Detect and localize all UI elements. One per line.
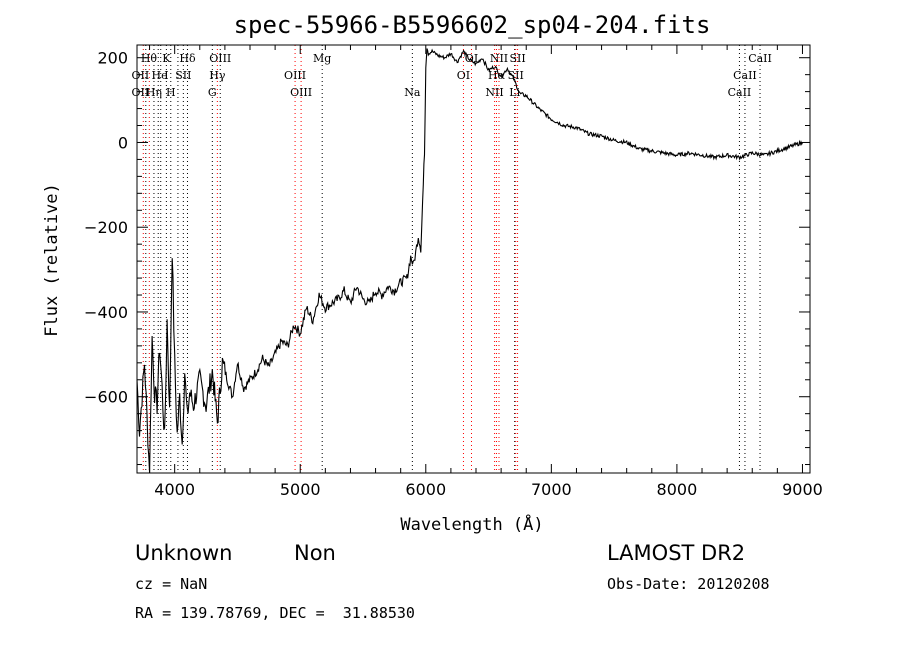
line-label: CaII	[733, 69, 757, 82]
line-label: Hγ	[209, 69, 226, 82]
line-label: G	[208, 86, 217, 99]
x-tick-label: 6000	[405, 480, 446, 499]
line-label: Hα	[488, 69, 506, 82]
redshift-text: cz = NaN	[135, 575, 208, 593]
x-axis-label: Wavelength (Å)	[400, 513, 543, 535]
y-tick-label: 200	[97, 49, 128, 68]
line-label: SII	[509, 52, 525, 65]
y-tick-label: 0	[118, 133, 128, 152]
line-label: Na	[404, 86, 421, 99]
x-tick-label: 5000	[280, 480, 321, 499]
survey-label: LAMOST DR2	[607, 541, 746, 565]
class-label: Unknown	[135, 541, 233, 565]
chart-title: spec-55966-B5596602_sp04-204.fits	[234, 11, 711, 39]
line-label: OIII	[284, 69, 306, 82]
line-label: NII	[485, 86, 503, 99]
y-tick-label: −200	[84, 218, 128, 237]
y-axis-label: Flux (relative)	[42, 183, 62, 337]
line-label: He	[152, 69, 168, 82]
line-label: OII	[132, 69, 150, 82]
x-tick-label: 7000	[531, 480, 572, 499]
line-label: K	[162, 52, 171, 65]
axes: 4000 5000 6000 7000 8000 9000 −600 −400 −200 0 200	[84, 45, 823, 499]
spectral-lines	[142, 45, 761, 473]
x-tick-label: 4000	[154, 480, 195, 499]
obs-date-text: Obs-Date: 20120208	[607, 575, 770, 593]
y-tick-label: −400	[84, 303, 128, 322]
line-label: Mg	[313, 52, 331, 65]
line-label: OIII	[209, 52, 231, 65]
x-tick-label: 8000	[657, 480, 698, 499]
line-label: I	[164, 69, 168, 82]
x-tick-label: 9000	[782, 480, 823, 499]
line-label: Hη	[146, 86, 162, 99]
line-label: OIII	[290, 86, 312, 99]
line-label: OI	[457, 69, 470, 82]
line-label: Li	[509, 86, 520, 99]
line-label: SII	[175, 69, 191, 82]
line-label: CaII	[728, 86, 752, 99]
coordinates-text: RA = 139.78769, DEC = 31.88530	[135, 604, 415, 622]
line-label: Hθ	[141, 52, 158, 65]
line-label: SII	[508, 69, 524, 82]
y-tick-label: −600	[84, 388, 128, 407]
line-label: Hδ	[179, 52, 196, 65]
line-label: NII	[490, 52, 508, 65]
line-label: OII	[132, 86, 150, 99]
subclass-label: Non	[294, 541, 336, 565]
plot-frame	[136, 44, 811, 474]
flux-series-line	[136, 48, 803, 474]
line-label: CaII	[748, 52, 772, 65]
line-label: H	[166, 86, 176, 99]
